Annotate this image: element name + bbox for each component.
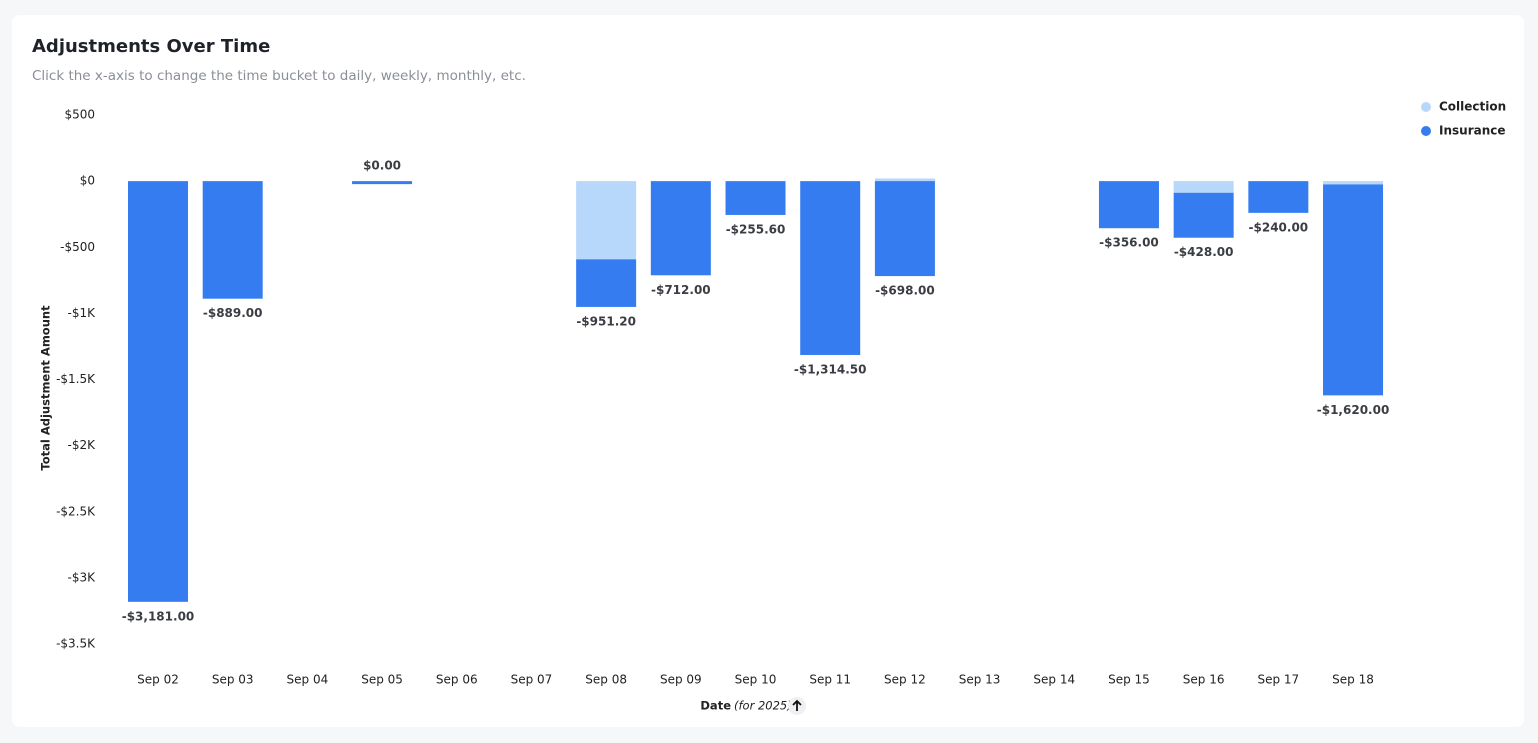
- total-label: -$1,620.00: [1317, 403, 1390, 417]
- x-tick-label: Sep 02: [137, 673, 179, 687]
- legend-label: Insurance: [1439, 124, 1506, 138]
- total-label: -$712.00: [651, 283, 711, 297]
- x-axis-note[interactable]: (for 2025): [734, 699, 792, 713]
- x-axis-label[interactable]: Date: [700, 699, 731, 713]
- bar-segment: [352, 181, 413, 185]
- legend-label: Collection: [1439, 100, 1506, 114]
- y-tick-label: -$1K: [68, 306, 97, 320]
- bar-segment: [800, 181, 861, 355]
- x-tick-label: Sep 18: [1332, 673, 1374, 687]
- bar-segment: [127, 181, 188, 602]
- bar-segment: [874, 181, 935, 277]
- legend-swatch: [1421, 102, 1431, 112]
- x-tick-label: Sep 17: [1257, 673, 1299, 687]
- chart-subtitle: Click the x-axis to change the time buck…: [32, 68, 526, 84]
- bar-segment: [650, 181, 711, 276]
- y-tick-label: -$500: [60, 240, 95, 254]
- y-tick-label: -$2.5K: [56, 504, 96, 518]
- x-tick-label: Sep 07: [511, 673, 553, 687]
- y-tick-label: $500: [64, 108, 95, 122]
- chart-title: Adjustments Over Time: [32, 36, 270, 57]
- x-tick-label: Sep 04: [287, 673, 329, 687]
- x-tick-label: Sep 05: [361, 673, 403, 687]
- total-label: -$3,181.00: [122, 609, 195, 623]
- x-tick-label: Sep 15: [1108, 673, 1150, 687]
- x-tick-label: Sep 08: [585, 673, 627, 687]
- x-tick-label: Sep 06: [436, 673, 478, 687]
- bar-segment: [1323, 184, 1384, 396]
- bar-segment: [1098, 181, 1159, 229]
- total-label: -$951.20: [576, 314, 636, 328]
- y-tick-label: $0: [80, 174, 95, 188]
- total-label: $0.00: [363, 159, 401, 173]
- y-tick-label: -$3K: [68, 570, 97, 584]
- bar-segment: [576, 181, 637, 260]
- bar-segment: [1248, 181, 1309, 213]
- x-tick-label: Sep 10: [735, 673, 777, 687]
- y-tick-label: -$2K: [68, 438, 97, 452]
- y-axis-label: Total Adjustment Amount: [39, 305, 53, 471]
- x-tick-label: Sep 12: [884, 673, 926, 687]
- bar-segment: [1173, 181, 1234, 193]
- bar-segment: [725, 181, 786, 215]
- x-tick-label: Sep 16: [1183, 673, 1225, 687]
- sort-icon[interactable]: [788, 697, 806, 715]
- x-tick-label: Sep 13: [959, 673, 1001, 687]
- card: [12, 15, 1524, 727]
- x-tick-label: Sep 11: [809, 673, 851, 687]
- x-tick-label: Sep 03: [212, 673, 254, 687]
- bar-segment: [874, 178, 935, 182]
- bar-segment: [1173, 192, 1234, 238]
- x-tick-label: Sep 09: [660, 673, 702, 687]
- legend-swatch: [1421, 126, 1431, 136]
- total-label: -$255.60: [726, 222, 786, 236]
- total-label: -$889.00: [203, 306, 263, 320]
- bar-segment: [1323, 181, 1384, 185]
- total-label: -$1,314.50: [794, 362, 867, 376]
- y-tick-label: -$1.5K: [56, 372, 96, 386]
- y-tick-label: -$3.5K: [56, 637, 96, 651]
- total-label: -$428.00: [1174, 245, 1234, 259]
- x-tick-label: Sep 14: [1033, 673, 1075, 687]
- total-label: -$356.00: [1099, 236, 1159, 250]
- total-label: -$698.00: [875, 284, 935, 298]
- bar-segment: [576, 259, 637, 307]
- bar-segment: [202, 181, 263, 299]
- total-label: -$240.00: [1249, 220, 1309, 234]
